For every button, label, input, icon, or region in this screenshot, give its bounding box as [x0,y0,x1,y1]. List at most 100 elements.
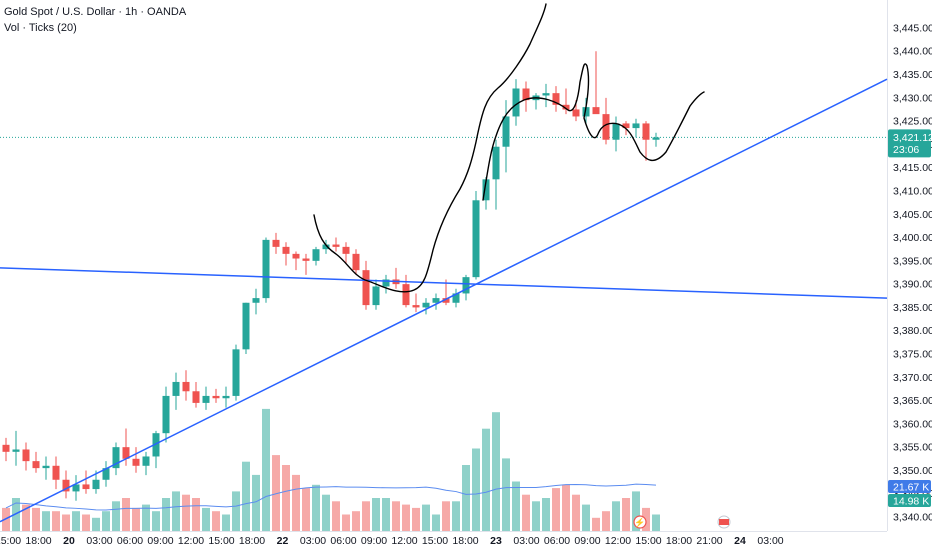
volume-ma-badge [888,480,931,493]
volume-bar [462,465,470,531]
candle-body [542,93,550,96]
time-tick-label: 15:00 [0,535,21,547]
volume-ma-line [5,483,657,511]
candle [12,430,20,466]
time-tick-label: 06:00 [544,535,570,547]
volume-bar [72,511,80,531]
bar-countdown: 23:06 [893,144,919,156]
candle [2,437,10,462]
volume-bar [572,494,580,531]
time-tick-label: 18:00 [452,535,478,547]
candle-body [12,449,20,452]
candle [642,121,650,161]
volume-bar [582,504,590,531]
time-tick-label: 20 [63,535,75,547]
candle [72,475,80,501]
volume-bar [532,501,540,531]
price-tick-label: 3,405.000 [893,209,932,221]
volume-bar [152,511,160,531]
volume-bar [232,491,240,531]
volume-bar [412,507,420,531]
time-tick-label: 22 [277,535,289,547]
candle-body [502,116,510,147]
volume-bar [352,511,360,531]
candle-body [112,447,120,469]
candle-body [372,286,380,306]
candles [2,51,660,501]
price-tick-label: 3,425.000 [893,116,932,128]
candle [632,118,640,138]
candle [22,442,30,471]
volume-bar [292,474,300,531]
sketch-path [482,63,705,201]
price-tick-label: 3,410.000 [893,185,932,197]
candle-body [22,449,30,462]
time-tick-label: 15:00 [208,535,234,547]
candle [492,139,500,210]
candle [132,447,140,473]
volume-bar [452,501,460,531]
volume-bar [222,514,230,531]
drawing-sketch [313,3,705,293]
candle [342,242,350,264]
candle-body [592,107,600,115]
candle-body [622,123,630,129]
volume-bar [442,501,450,531]
volume-bar [472,448,480,531]
time-tick-label: 03:00 [86,535,112,547]
volume-bar [132,507,140,531]
candle-body [212,395,220,399]
price-tick-label: 3,380.000 [893,325,932,337]
candle [32,451,40,473]
volume-bar [242,461,250,531]
candle-body [222,395,230,399]
price-tick-label: 3,355.000 [893,442,932,454]
candle-body [362,270,370,306]
candle [462,274,470,301]
volume-bar [372,498,380,531]
candle [432,293,440,310]
price-tick-label: 3,360.000 [893,418,932,430]
candle [592,51,600,115]
volume-bar [402,504,410,531]
volume-bar [82,514,90,531]
volume-bar [562,484,570,531]
candle-body [52,465,60,480]
candle [652,132,660,147]
candle [152,430,160,469]
candle-body [432,298,440,303]
candle-body [442,298,450,303]
time-tick-label: 15:00 [635,535,661,547]
volume-bar [612,501,620,531]
candle [202,386,210,410]
volume-bar [192,498,200,531]
volume-bar [392,501,400,531]
us-flag-stripes-icon [719,519,729,525]
volume-bar [512,481,520,531]
candle-body [122,447,130,459]
candle [612,116,620,152]
volume-bar [272,455,280,531]
price-axis: 3,445.000 3,440.000 3,435.000 3,430.000 3,42… [893,22,932,523]
candle-body [182,381,190,392]
candle [512,79,520,126]
candle-body [472,200,480,278]
price-tick-label: 3,430.000 [893,92,932,104]
volume-value: 14.98 K [893,496,929,508]
candle [472,190,480,280]
time-tick-label: 03:00 [757,535,783,547]
candle-body [102,468,110,480]
volume-bar [652,514,660,531]
candle-body [82,484,90,490]
candle-body [42,465,50,469]
candle-body [492,146,500,180]
candle [412,293,420,313]
volume-bar [382,498,390,531]
volume-bar [162,498,170,531]
time-tick-label: 09:00 [361,535,387,547]
price-tick-label: 3,365.000 [893,395,932,407]
last-price-value: 3,421.120 [893,132,932,144]
candle [352,249,360,275]
candle [362,260,370,310]
